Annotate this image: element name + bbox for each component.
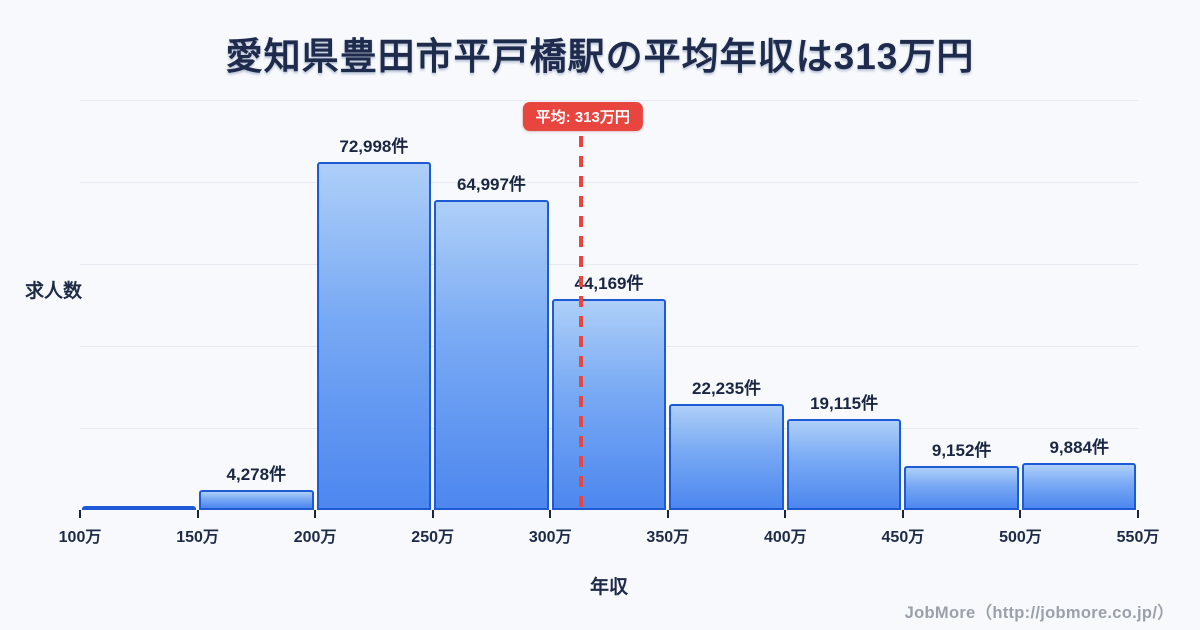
x-axis-tick-label: 200万 <box>293 529 337 546</box>
chart-title: 愛知県豊田市平戸橋駅の平均年収は313万円 <box>225 36 975 77</box>
x-axis-tick-label: 150万 <box>176 529 219 546</box>
x-axis-tick <box>666 510 669 518</box>
bar-value-label: 72,998件 <box>339 137 409 156</box>
x-axis-tick <box>549 510 552 518</box>
x-axis-tick-label: 400万 <box>763 529 807 546</box>
histogram-bar <box>434 200 549 510</box>
histogram-bar <box>551 299 667 510</box>
bar-value-label: 22,235件 <box>692 379 762 398</box>
histogram-bar <box>199 490 314 510</box>
x-axis-tick-label: 100万 <box>58 529 102 546</box>
x-axis-tick-label: 300万 <box>528 529 572 546</box>
x-axis-tick <box>431 510 434 518</box>
histogram-bar <box>786 419 902 510</box>
bar-value-label: 9,884件 <box>1049 438 1109 457</box>
bar-value-label: 44,169件 <box>574 274 644 293</box>
histogram-bar <box>81 506 197 510</box>
bar-value-label: 19,115件 <box>810 394 879 413</box>
y-axis-label: 求人数 <box>25 281 83 302</box>
histogram-bar <box>904 466 1019 510</box>
x-axis-tick <box>79 510 81 518</box>
x-axis-tick <box>784 510 787 518</box>
histogram-bar <box>669 404 784 510</box>
x-axis-tick <box>1019 510 1022 518</box>
x-axis-tick-label: 450万 <box>881 529 925 546</box>
x-axis-tick <box>901 510 904 518</box>
x-axis-tick <box>314 510 317 518</box>
x-axis-tick-label: 250万 <box>411 529 455 546</box>
x-axis-tick <box>196 510 199 518</box>
average-badge: 平均: 313万円 <box>522 102 643 131</box>
bar-value-label: 64,997件 <box>456 175 526 194</box>
histogram-bar <box>1021 463 1137 510</box>
footer-credit: JobMore（http://jobmore.co.jp/） <box>904 604 1174 622</box>
plot-area: 4,278件 72,998件 64,997件 44,169件 22,235件 19,115… <box>59 100 1159 546</box>
gridline <box>80 100 1138 101</box>
gridline <box>80 182 1138 183</box>
average-line <box>578 136 583 510</box>
bar-value-label: 9,152件 <box>931 441 992 460</box>
x-axis-tick <box>1137 510 1139 518</box>
x-axis-tick-label: 550万 <box>1116 529 1160 546</box>
bar-value-label: 4,278件 <box>226 465 287 484</box>
x-axis-label: 年収 <box>589 577 628 598</box>
gridline <box>80 264 1138 265</box>
x-axis-tick-label: 500万 <box>999 529 1042 546</box>
histogram-bar <box>316 162 432 510</box>
x-axis-tick-label: 350万 <box>646 529 690 546</box>
